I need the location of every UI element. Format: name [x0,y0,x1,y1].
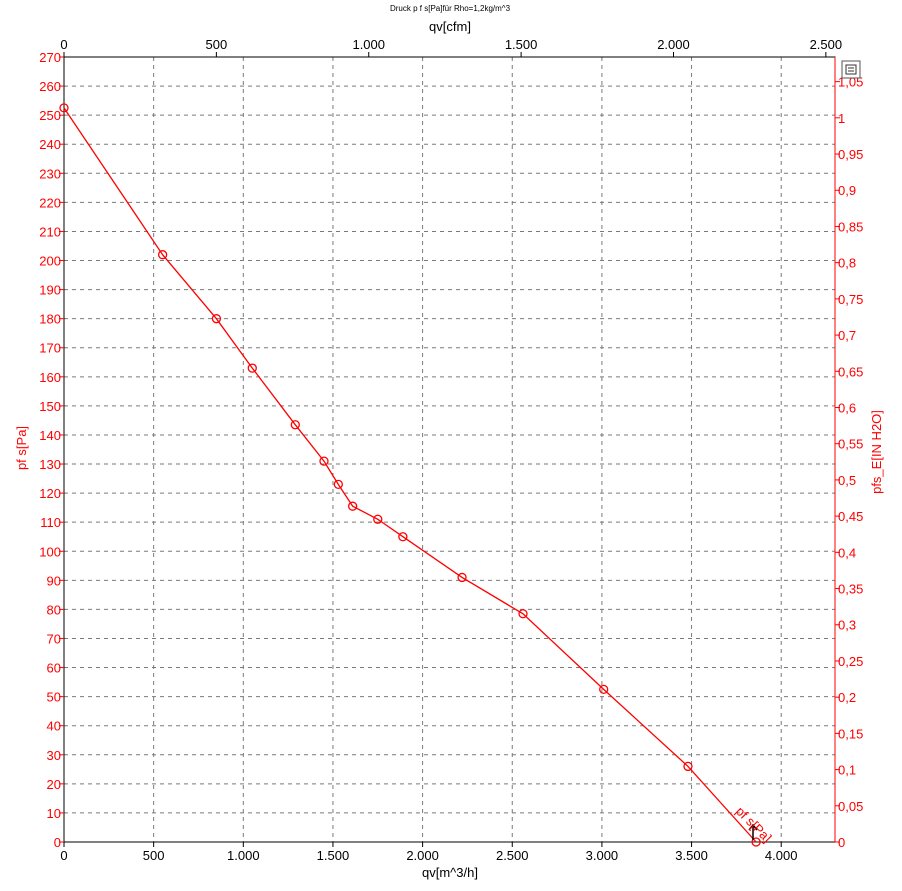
x-tick-label: 2.500 [496,848,529,863]
y-tick-label: 60 [47,661,61,676]
y2-tick-label: 0,1 [838,763,856,778]
y-tick-label: 220 [39,195,61,210]
y-tick-label: 270 [39,50,61,65]
x2-tick-label: 0 [60,37,67,52]
series-point [319,456,329,466]
series-point [518,609,528,619]
y-tick-label: 190 [39,283,61,298]
y-tick-label: 0 [54,835,61,850]
y-tick-label: 20 [47,777,61,792]
y2-tick-label: 0,8 [838,256,856,271]
x-tick-label: 3.000 [586,848,619,863]
y2-tick-label: 0,85 [838,219,863,234]
y2-tick-label: 0,55 [838,437,863,452]
y2-tick-label: 0,35 [838,582,863,597]
series-point [751,837,761,847]
y-tick-label: 200 [39,254,61,269]
y-tick-label: 50 [47,690,61,705]
y2-tick-label: 0 [838,835,845,850]
series-point [333,479,343,490]
x2-tick-label: 2.000 [657,37,690,52]
y2-tick-label: 1 [838,111,845,126]
y-tick-label: 80 [47,602,61,617]
y2-tick-label: 0,45 [838,509,863,524]
zoom-fit-icon[interactable] [841,60,861,79]
y2-tick-label: 0,6 [838,400,856,415]
x2-tick-label: 500 [206,37,228,52]
y2-tick-label: 0,15 [838,726,863,741]
series-layer [59,103,761,847]
y-tick-label: 210 [39,224,61,239]
y2-tick-label: 0,5 [838,473,856,488]
y2-tick-label: 0,7 [838,328,856,343]
y2-tick-label: 0,95 [838,147,863,162]
y-tick-label: 130 [39,457,61,472]
y-tick-label: 230 [39,166,61,181]
x2-axis-title: qv[cfm] [429,19,471,34]
plot-area-frame [63,56,836,843]
x2-tick-label: 1.500 [505,37,538,52]
y-tick-label: 40 [47,719,61,734]
series-point [348,501,358,511]
chart-title: Druck p f s[Pa]für Rho=1,2kg/m^3 [390,4,511,13]
x-tick-label: 500 [143,848,165,863]
y-tick-label: 100 [39,544,61,559]
axis-layer: 0102030405060708090100110120130140150160… [39,37,863,863]
y-tick-label: 10 [47,806,61,821]
series-line [63,107,757,843]
y-tick-label: 260 [39,79,61,94]
y-tick-label: 250 [39,108,61,123]
y-tick-label: 30 [47,748,61,763]
y-tick-label: 180 [39,312,61,327]
y-tick-label: 150 [39,399,61,414]
y-tick-label: 140 [39,428,61,443]
x-tick-label: 1.500 [317,848,350,863]
y-tick-label: 160 [39,370,61,385]
y2-tick-label: 0,4 [838,545,856,560]
x-tick-label: 3.500 [675,848,708,863]
annotation-arrow-icon [748,823,758,840]
series-point [599,684,609,695]
x-axis-title: qv[m^3/h] [422,865,478,880]
x2-tick-label: 2.500 [810,37,843,52]
y-tick-label: 170 [39,341,61,356]
y2-tick-label: 0,65 [838,364,863,379]
y2-tick-label: 0,3 [838,618,856,633]
y-tick-label: 240 [39,137,61,152]
series-point [247,363,257,373]
x2-tick-label: 1.000 [352,37,385,52]
series-point [211,314,222,324]
y-tick-label: 90 [47,573,61,588]
series-point [683,761,693,772]
series-point [157,250,168,260]
series-point [373,514,383,524]
y2-tick-label: 0,75 [838,292,863,307]
series-point [457,572,467,583]
y2-tick-label: 0,2 [838,690,856,705]
series-point [59,103,69,113]
y2-tick-label: 0,25 [838,654,863,669]
x-tick-label: 1.000 [227,848,260,863]
series-point [398,532,408,542]
x-tick-label: 2.000 [406,848,439,863]
y-tick-label: 120 [39,486,61,501]
y-axis-title: pf s[Pa] [14,426,29,470]
x-tick-label: 0 [60,848,67,863]
y2-tick-label: 0,9 [838,183,856,198]
y-tick-label: 70 [47,631,61,646]
y-tick-label: 110 [40,515,61,530]
grid-layer [64,57,835,842]
y2-tick-label: 0,05 [838,799,863,814]
series-point [290,420,300,430]
x-tick-label: 4.000 [765,848,798,863]
y2-axis-title: pfs_E[IN H2O] [869,410,884,494]
